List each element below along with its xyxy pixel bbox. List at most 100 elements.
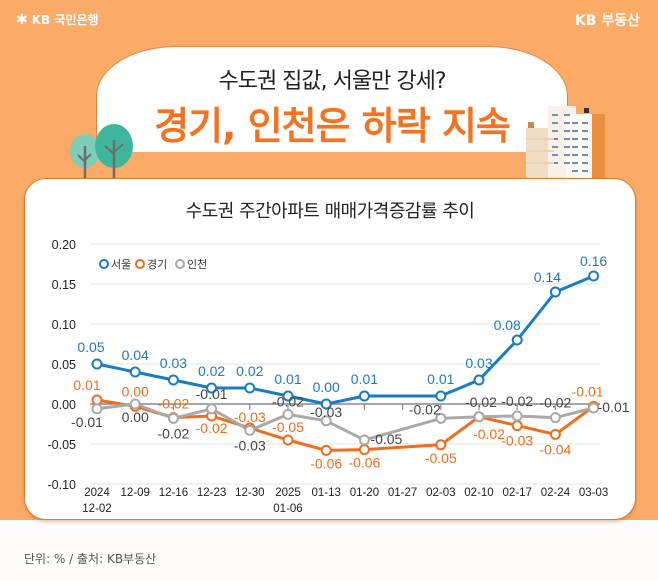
x-tick-label: 12-23 [197,487,226,499]
y-tick-label: 0.05 [52,358,76,372]
data-label: 0.03 [160,355,187,371]
data-point [549,428,561,440]
data-label: -0.02 [409,401,441,417]
data-label: -0.03 [234,437,266,453]
y-tick-label: -0.05 [48,438,77,452]
x-tick-label: 12-02 [82,503,111,515]
data-point [320,415,332,427]
data-point [167,412,179,424]
data-label: -0.06 [310,455,342,471]
data-point [473,411,485,423]
data-label: -0.01 [71,414,103,430]
data-label: 0.16 [580,253,607,269]
x-tick-label: 02-10 [464,487,493,499]
legend-label: 서울 [111,258,131,271]
kb-real-estate-logo: KB 부동산 [574,13,640,29]
data-point [549,286,561,298]
legend-marker-1 [135,259,145,269]
y-tick-label: -0.10 [48,478,77,492]
data-point [282,408,294,420]
data-label: 0.01 [427,371,454,387]
data-point [282,390,294,402]
data-point [473,374,485,386]
kb-kookmin-bank-logo: ✱ KB 국민은행 [16,11,99,28]
data-point [91,403,103,415]
y-tick-label: 0.00 [52,398,76,412]
data-label: 0.05 [77,339,104,355]
x-tick-label: 02-03 [426,487,455,499]
data-point [435,390,447,402]
footnote-source: 단위: % / 출처: KB부동산 [24,552,157,566]
data-label: 0.14 [534,269,561,285]
data-point [167,374,179,386]
data-label: -0.03 [501,433,533,449]
y-tick-label: 0.10 [52,318,76,332]
data-label: 0.03 [465,355,492,371]
data-point [206,382,218,394]
data-label: 0.01 [73,377,100,393]
data-point [549,412,561,424]
data-point [129,366,141,378]
data-point [206,403,218,415]
chart-title: 수도권 주간아파트 매매가격증감률 추이 [185,201,475,222]
legend-marker-0 [99,259,109,269]
brand-left-label: KB 국민은행 [31,13,99,27]
data-point [91,358,103,370]
data-point [282,434,294,446]
data-point [244,382,256,394]
data-label: 0.08 [494,317,521,333]
data-label: -0.02 [196,420,228,436]
legend-marker-2 [175,259,185,269]
x-tick-label: 02-17 [502,487,531,499]
data-label: 0.01 [351,371,378,387]
data-label: -0.03 [234,409,266,425]
x-tick-label: 01-20 [350,487,379,499]
data-point [511,420,523,432]
data-point [358,444,370,456]
data-label: -0.01 [196,386,228,402]
data-point [129,398,141,410]
x-tick-label: 12-09 [120,487,149,499]
x-tick-label: 2025 [275,487,301,499]
chart-card: 수도권 주간아파트 매매가격증감률 추이 [24,178,636,520]
data-label: -0.02 [465,394,497,410]
data-point [511,334,523,346]
kb-star-icon: ✱ [16,11,28,28]
data-label: -0.05 [272,419,304,435]
data-point [320,398,332,410]
data-point [358,390,370,402]
data-point [435,439,447,451]
data-label: 0.00 [122,383,149,399]
apartment-buildings-icon [526,106,605,178]
data-label: -0.06 [348,455,380,471]
data-label: -0.02 [157,396,189,412]
tree-large-icon [95,124,133,180]
data-label: 0.02 [236,363,263,379]
data-label: -0.02 [473,426,505,442]
data-label: -0.05 [370,431,402,447]
data-point [588,402,600,414]
x-tick-label: 03-03 [579,487,608,499]
legend-label: 경기 [147,258,167,271]
data-label: 0.04 [122,347,149,363]
data-label: -0.02 [501,393,533,409]
tree-small-icon [70,134,100,180]
footer-background [0,520,658,580]
x-tick-label: 12-30 [235,487,264,499]
x-tick-label: 01-06 [273,503,302,515]
x-tick-label: 01-27 [388,487,417,499]
data-label: 0.02 [198,363,225,379]
data-label: -0.04 [539,441,571,457]
data-label: 0.00 [122,409,149,425]
data-label: -0.05 [425,450,457,466]
data-label: -0.02 [157,425,189,441]
legend-label: 인천 [187,257,207,271]
data-point [588,270,600,282]
headline-title: 경기, 인천은 하락 지속 [154,104,511,148]
data-point [435,412,447,424]
trees-illustration [70,124,133,180]
data-label: -0.02 [272,393,304,409]
data-label: -0.01 [572,383,604,399]
x-tick-label: 01-13 [311,487,340,499]
